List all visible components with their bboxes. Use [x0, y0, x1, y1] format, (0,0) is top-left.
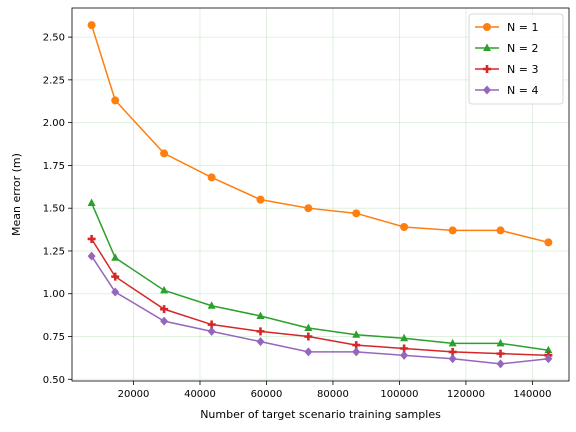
data-point	[483, 23, 491, 31]
data-series	[87, 21, 553, 369]
legend-entry: N = 3	[475, 63, 538, 76]
x-tick-label: 120000	[447, 389, 485, 400]
y-tick-label: 1.25	[43, 246, 65, 257]
legend-label: N = 1	[507, 21, 538, 34]
data-point	[483, 85, 491, 95]
y-tick-label: 0.50	[43, 375, 65, 386]
data-point	[352, 347, 361, 357]
data-point	[256, 327, 265, 336]
data-point	[87, 198, 96, 207]
data-point	[448, 338, 457, 347]
data-point	[483, 65, 491, 73]
data-point	[496, 226, 505, 235]
data-point	[207, 301, 216, 309]
data-point	[544, 238, 553, 247]
legend-label: N = 3	[507, 63, 538, 76]
data-point	[111, 253, 120, 261]
data-point	[160, 149, 169, 158]
x-tick-label: 40000	[184, 389, 216, 400]
x-tick-label: 100000	[380, 389, 418, 400]
data-point	[400, 333, 409, 342]
data-point	[496, 338, 505, 347]
data-point	[111, 272, 120, 281]
x-tick-label: 20000	[118, 389, 150, 400]
legend-box	[468, 13, 564, 105]
axes: 20000 40000 60000 80000 100000 120000 140000 0.…	[43, 33, 552, 400]
series-n=3	[87, 234, 553, 360]
data-point	[160, 285, 169, 294]
y-tick-label: 0.75	[43, 332, 65, 343]
data-point	[111, 96, 120, 105]
data-point	[483, 43, 491, 51]
x-tick-label: 80000	[317, 389, 349, 400]
data-point	[400, 223, 409, 232]
y-tick-label: 1.00	[43, 289, 65, 300]
y-tick-label: 1.75	[43, 161, 65, 172]
x-tick-label: 140000	[513, 389, 551, 400]
data-point	[544, 354, 553, 364]
data-point	[352, 330, 361, 338]
legend-entry: N = 2	[475, 42, 538, 55]
plot-frame	[71, 7, 570, 382]
y-tick-label: 2.50	[43, 33, 65, 44]
data-point	[448, 354, 457, 364]
data-point	[304, 323, 313, 331]
data-point	[160, 305, 169, 314]
legend: N = 1 N = 2 N = 3 N = 4	[468, 13, 564, 105]
y-tick-label: 1.50	[43, 204, 65, 215]
x-axis-label: Number of target scenario training sampl…	[200, 408, 441, 421]
y-tick-label: 2.00	[43, 118, 65, 129]
series-n=1	[87, 21, 553, 247]
data-point	[87, 21, 96, 30]
data-point	[111, 287, 120, 297]
series-n=2	[87, 198, 553, 354]
data-point	[160, 316, 169, 326]
legend-label: N = 4	[507, 84, 538, 97]
data-point	[304, 332, 313, 341]
legend-entry: N = 4	[475, 84, 538, 97]
y-axis-label: Mean error (m)	[10, 153, 23, 236]
data-point	[496, 359, 505, 369]
data-point	[400, 350, 409, 360]
data-point	[207, 326, 216, 336]
data-point	[304, 204, 313, 213]
data-point	[256, 337, 265, 347]
data-point	[207, 173, 216, 182]
grid	[72, 8, 569, 381]
y-tick-label: 2.25	[43, 75, 65, 86]
data-point	[87, 251, 96, 261]
legend-entry: N = 1	[475, 21, 538, 34]
series-n=4	[87, 251, 553, 369]
x-tick-label: 60000	[251, 389, 283, 400]
data-point	[304, 347, 313, 357]
data-point	[256, 195, 265, 204]
data-point	[496, 349, 505, 358]
data-point	[448, 226, 457, 235]
data-point	[352, 209, 361, 218]
legend-label: N = 2	[507, 42, 538, 55]
data-point	[87, 234, 96, 243]
data-point	[256, 311, 265, 319]
data-point	[544, 345, 553, 354]
